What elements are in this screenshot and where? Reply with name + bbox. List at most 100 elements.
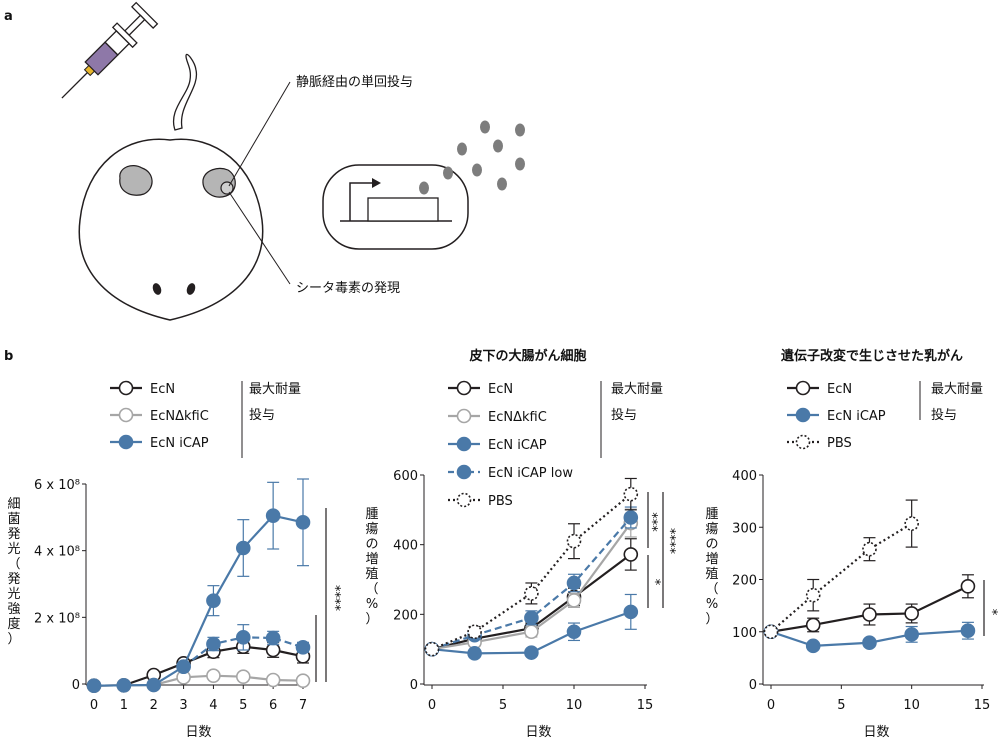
x-tick-label: 5 [837,698,845,713]
promoter-arrow [349,182,372,221]
data-point [904,606,919,621]
legend-note: 最大耐量 [249,382,301,397]
y-tick-label: 4 x 10⁸ [34,545,80,560]
y-tick-label: 400 [393,539,418,554]
y-tick-label: 200 [393,608,418,623]
toxin-molecule [515,123,525,137]
mouse-ear-left [119,165,153,196]
syringe-icon [61,1,159,99]
mouse-eye-left [152,283,162,295]
y-tick-label: 600 [393,469,418,484]
series-pbs [763,499,919,640]
data-point [623,604,639,620]
legend-marker [456,436,472,452]
chart-luminescence: 0 2 x 10⁸ 4 x 10⁸ 6 x 10⁸ 0 1 2 3 4 5 6 7 日数 細菌発光（発光強… [7,380,342,740]
toxin-molecule [419,181,429,195]
y-tick-label: 100 [732,626,757,641]
x-tick-label: 1 [120,698,128,713]
x-tick-label: 5 [239,698,247,713]
toxin-molecule [515,157,525,171]
series-line [431,493,632,651]
legend-label: EcN iCAP low [488,466,573,481]
data-point [116,678,132,693]
x-tick-label: 0 [90,698,98,713]
data-point [295,673,311,688]
legend-note: 投与 [931,407,957,423]
data-point [862,635,877,651]
data-point [566,624,582,640]
legend-marker [456,464,472,480]
significance-label: * [984,609,999,616]
legend-marker [118,434,134,450]
legend-marker [118,380,134,396]
panel-b-letter: b [4,349,13,364]
y-tick-label: 6 x 10⁸ [34,478,80,493]
data-point [623,510,639,525]
x-tick-label: 10 [566,698,583,713]
leader-toxin [228,191,291,285]
legend-note: 最大耐量 [931,382,983,397]
series-ecn-icap [86,478,311,693]
significance-label: *** [644,512,659,532]
y-tick-label: 0 [410,678,418,693]
legend-note: 投与 [249,407,275,423]
data-point [524,586,539,601]
x-axis-label: 日数 [185,725,211,740]
mouse-eye-right [186,283,196,295]
legend-marker [456,492,472,508]
legend-label: EcNΔkfiC [150,409,209,424]
data-point [524,610,539,626]
x-tick-label: 3 [179,698,187,713]
leader-injection [228,81,291,187]
legend-marker [118,407,134,423]
toxin-molecule [497,177,507,191]
legend-label: EcN iCAP [827,409,886,424]
mouse-illustration [78,53,264,321]
data-point [295,515,311,530]
y-tick-label: 400 [732,469,757,484]
y-tick-label: 0 [749,678,757,693]
data-point [960,578,976,594]
injection-site [220,181,234,195]
y-tick-label: 2 x 10⁸ [34,611,80,626]
series-ecn [763,574,976,640]
x-tick-label: 6 [269,698,277,713]
legend-label: EcN iCAP [150,436,209,451]
toxin-molecule [493,139,503,153]
legend-marker [795,380,811,396]
legend-label: EcN [150,382,175,397]
y-axis-label: 細菌発光（発光強度） [7,497,20,647]
panel-a-letter: a [4,9,13,24]
legend-label: EcNΔkfiC [488,410,547,425]
legend-marker [456,380,472,396]
toxin-molecule [457,142,467,156]
x-tick-label: 15 [974,698,991,713]
data-point [424,641,440,657]
data-point [524,624,539,640]
x-tick-label: 4 [209,698,217,713]
data-point [467,646,482,661]
legend-marker [795,407,811,423]
significance-label: **** [327,585,342,612]
significance-label: **** [662,528,677,555]
data-point [235,540,251,556]
data-point [623,547,639,562]
toxin-label: シータ毒素の発現 [296,281,400,296]
data-point [265,508,281,523]
data-point [904,516,919,531]
data-point [176,659,191,674]
x-tick-label: 7 [299,698,307,713]
data-point [805,587,821,603]
data-point [805,638,821,654]
chart-title: 皮下の大腸がん細胞 [468,348,586,364]
injection-label: 静脈経由の単回投与 [296,74,413,90]
mouse-tail [172,53,198,131]
legend-note: 最大耐量 [611,382,663,397]
data-point [206,636,221,652]
legend-label: EcN [488,382,513,397]
data-point [904,627,919,642]
